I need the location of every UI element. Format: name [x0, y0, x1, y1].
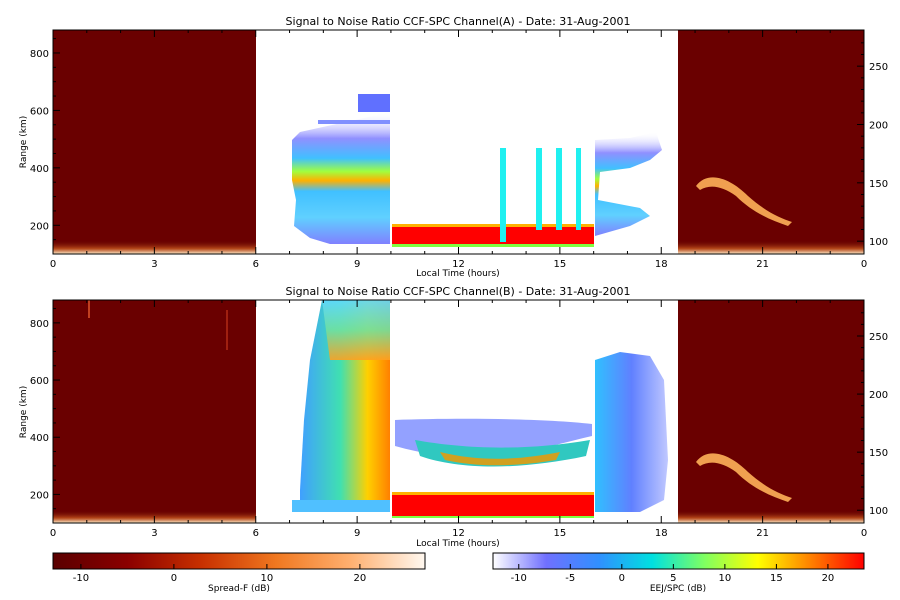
y2-axis: 100 150 200 250	[857, 42, 888, 248]
x-axis: 0 3 6 9 12 15 18 21 0	[50, 300, 867, 539]
colorbar-tick-label: 15	[770, 573, 783, 584]
eej-echo	[392, 492, 594, 518]
y2-tick-label: 250	[869, 332, 888, 343]
y2-tick-label: 150	[869, 179, 888, 190]
colorbar-tick-label: 0	[619, 573, 625, 584]
night-block-right	[678, 30, 864, 254]
heatmap-area	[53, 30, 864, 254]
y-tick-label: 400	[30, 433, 49, 444]
x-tick-label: 3	[151, 259, 157, 270]
colorbar-tick-label: 0	[171, 573, 177, 584]
x-tick-label: 12	[452, 528, 465, 539]
x-tick-label: 3	[151, 528, 157, 539]
x-axis: 0 3 6 9 12 15 18 21 0	[50, 30, 867, 270]
morning-echo	[292, 112, 390, 244]
x-tick-label: 21	[756, 259, 769, 270]
x-tick-label: 18	[655, 259, 668, 270]
x-tick-label: 15	[554, 259, 567, 270]
y2-tick-label: 250	[869, 62, 888, 73]
eej-echo	[392, 226, 594, 244]
colorbar-spread-f: -10 0 10 20 Spread-F (dB)	[52, 552, 426, 594]
colorbar-tick-label: -5	[565, 573, 575, 584]
panel-a: Signal to Noise Ratio CCF-SPC Channel(A)…	[19, 15, 888, 279]
x-tick-label: 9	[354, 528, 360, 539]
panel-title: Signal to Noise Ratio CCF-SPC Channel(B)…	[286, 285, 631, 298]
y-tick-label: 400	[30, 164, 49, 175]
colorbar-tick-label: 20	[822, 573, 835, 584]
x-tick-label: 0	[861, 259, 867, 270]
heatmap-area	[53, 300, 864, 523]
y2-tick-label: 200	[869, 390, 888, 401]
x-axis-label: Local Time (hours)	[416, 539, 499, 549]
x-tick-label: 0	[50, 259, 56, 270]
y-tick-label: 200	[30, 221, 49, 232]
panel-title: Signal to Noise Ratio CCF-SPC Channel(A)…	[286, 15, 631, 28]
x-tick-label: 21	[756, 528, 769, 539]
x-tick-label: 0	[50, 528, 56, 539]
y-axis-label: Range (km)	[19, 386, 29, 438]
y2-tick-label: 150	[869, 448, 888, 459]
panel-b: Signal to Noise Ratio CCF-SPC Channel(B)…	[19, 285, 888, 549]
y2-axis: 100 150 200 250	[857, 312, 888, 517]
y-tick-label: 800	[30, 49, 49, 60]
y-tick-label: 800	[30, 319, 49, 330]
x-axis-label: Local Time (hours)	[416, 269, 499, 279]
night-block-left	[53, 30, 256, 254]
colorbar-tick-label: 20	[354, 573, 367, 584]
y-axis: 200 400 600 800	[30, 38, 60, 241]
colorbar-label: EEJ/SPC (dB)	[650, 584, 706, 594]
y-tick-label: 600	[30, 106, 49, 117]
colorbar-tick-label: 5	[670, 573, 676, 584]
x-tick-label: 18	[655, 528, 668, 539]
x-tick-label: 6	[253, 259, 259, 270]
colorbar-tick-label: 10	[261, 573, 274, 584]
night-block-left	[53, 300, 256, 523]
y-tick-label: 600	[30, 376, 49, 387]
colorbar-tick-label: -10	[73, 573, 89, 584]
evening-echo	[595, 352, 668, 512]
x-tick-label: 15	[554, 528, 567, 539]
colorbar-tick-label: -10	[511, 573, 527, 584]
colorbar-ticks: -10 -5 0 5 10 15 20	[511, 564, 835, 584]
night-block-right	[678, 300, 864, 523]
x-tick-label: 0	[861, 528, 867, 539]
colorbar-tick-label: 10	[719, 573, 732, 584]
colorbar-eej-spc: -10 -5 0 5 10 15 20 EEJ/SPC (dB)	[492, 552, 865, 594]
y-axis-label: Range (km)	[19, 116, 29, 168]
y2-tick-label: 100	[869, 237, 888, 248]
x-tick-label: 12	[452, 259, 465, 270]
x-tick-label: 6	[253, 528, 259, 539]
colorbar-ticks: -10 0 10 20	[73, 564, 367, 584]
colorbar-label: Spread-F (dB)	[208, 584, 270, 594]
y2-tick-label: 200	[869, 121, 888, 132]
x-tick-label: 9	[354, 259, 360, 270]
evening-echo	[595, 132, 662, 236]
y2-tick-label: 100	[869, 506, 888, 517]
y-axis: 200 400 600 800	[30, 308, 60, 510]
y-tick-label: 200	[30, 490, 49, 501]
